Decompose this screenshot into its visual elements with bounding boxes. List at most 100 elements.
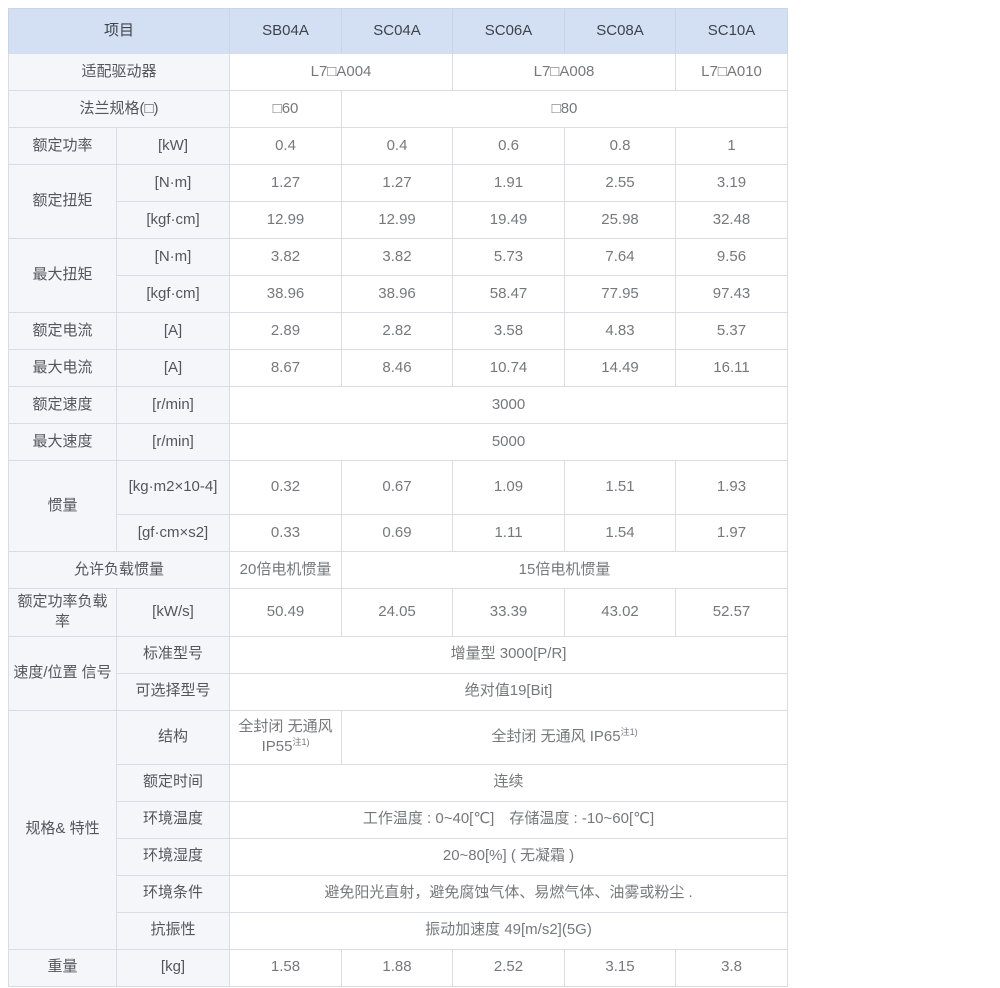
cell-rated-power: 0.4 bbox=[229, 127, 343, 165]
row-label-ambient-humidity: 环境湿度 bbox=[115, 837, 231, 876]
row-label-rated-power-load-rate: 额定功率负载率 bbox=[8, 588, 117, 637]
cell-rated-power-load-rate: 24.05 bbox=[341, 588, 454, 637]
row-unit-inertia-gfcm: [gf·cm×s2] bbox=[115, 514, 231, 552]
cell-max-torque-nm: 5.73 bbox=[452, 238, 566, 276]
row-label-inertia: 惯量 bbox=[8, 460, 117, 552]
row-ambient-conditions: 环境条件 避免阳光直射，避免腐蚀气体、易燃气体、油雾或粉尘 . bbox=[9, 874, 789, 913]
row-unit-rated-torque-kgfcm: [kgf·cm] bbox=[115, 201, 231, 239]
row-ambient-temp: 环境温度 工作温度 : 0~40[℃] 存储温度 : -10~60[℃] bbox=[9, 800, 789, 839]
row-rated-time: 额定时间 连续 bbox=[9, 763, 789, 802]
cell-rated-current: 3.58 bbox=[452, 312, 566, 350]
row-signal-standard: 速度/位置 信号 标准型号 增量型 3000[P/R] bbox=[8, 635, 789, 711]
cell-inertia-kgm2: 0.67 bbox=[341, 460, 454, 515]
cell-flange-80: □80 bbox=[341, 90, 789, 128]
row-max-current: 最大电流 [A] 8.67 8.46 10.74 14.49 16.11 bbox=[8, 349, 789, 387]
row-label-ambient-conditions: 环境条件 bbox=[115, 874, 231, 913]
row-ambient-humidity: 环境湿度 20~80[%] ( 无凝霜 ) bbox=[9, 837, 789, 876]
cell-max-torque-nm: 7.64 bbox=[564, 238, 677, 276]
cell-ambient-conditions: 避免阳光直射，避免腐蚀气体、易燃气体、油雾或粉尘 . bbox=[229, 874, 789, 913]
row-rated-current: 额定电流 [A] 2.89 2.82 3.58 4.83 5.37 bbox=[8, 312, 789, 350]
row-unit-rated-power: [kW] bbox=[115, 127, 231, 165]
col-header-model-sc06a: SC06A bbox=[452, 8, 566, 54]
cell-rated-torque-kgfcm: 32.48 bbox=[675, 201, 789, 239]
cell-vibration-resistance: 振动加速度 49[m/s2](5G) bbox=[229, 911, 789, 950]
cell-max-torque-nm: 3.82 bbox=[341, 238, 454, 276]
cell-rated-power-load-rate: 50.49 bbox=[229, 588, 343, 637]
row-unit-max-current: [A] bbox=[115, 349, 231, 387]
row-label-max-torque: 最大扭矩 bbox=[8, 238, 117, 313]
structure-ip55-footnote: 注1) bbox=[292, 737, 310, 747]
row-flange: 法兰规格(□) □60 □80 bbox=[7, 90, 789, 128]
cell-rated-torque-nm: 3.19 bbox=[675, 164, 789, 202]
row-unit-rated-current: [A] bbox=[115, 312, 231, 350]
cell-max-current: 10.74 bbox=[452, 349, 566, 387]
col-header-model-sc04a: SC04A bbox=[341, 8, 454, 54]
cell-ambient-temp: 工作温度 : 0~40[℃] 存储温度 : -10~60[℃] bbox=[229, 800, 789, 839]
row-label-ambient-temp: 环境温度 bbox=[115, 800, 231, 839]
row-max-speed: 最大速度 [r/min] 5000 bbox=[8, 423, 789, 461]
row-label-rated-time: 额定时间 bbox=[115, 763, 231, 802]
row-allowable-load-inertia: 允许负载惯量 20倍电机惯量 15倍电机惯量 bbox=[7, 551, 789, 589]
cell-max-torque-kgfcm: 38.96 bbox=[341, 275, 454, 313]
cell-weight: 1.58 bbox=[229, 948, 343, 987]
row-label-weight: 重量 bbox=[8, 948, 117, 987]
cell-rated-power-load-rate: 33.39 bbox=[452, 588, 566, 637]
row-label-rated-torque: 额定扭矩 bbox=[8, 164, 117, 239]
row-unit-max-torque-kgfcm: [kgf·cm] bbox=[115, 275, 231, 313]
cell-rated-torque-kgfcm: 25.98 bbox=[564, 201, 677, 239]
row-signal-optional: 可选择型号 绝对值19[Bit] bbox=[9, 672, 789, 711]
cell-max-current: 8.67 bbox=[229, 349, 343, 387]
cell-max-current: 8.46 bbox=[341, 349, 454, 387]
cell-inertia-kgm2: 1.93 bbox=[675, 460, 789, 515]
cell-flange-60: □60 bbox=[229, 90, 343, 128]
row-rated-torque-nm: 额定扭矩 [N·m] 1.27 1.27 1.91 2.55 3.19 bbox=[8, 164, 789, 239]
row-label-flange: 法兰规格(□) bbox=[7, 90, 231, 128]
structure-ip55-text: 全封闭 无通风 IP55 bbox=[238, 717, 333, 755]
row-unit-rated-speed: [r/min] bbox=[115, 386, 231, 424]
col-header-item: 项目 bbox=[7, 8, 231, 54]
row-unit-rated-power-load-rate: [kW/s] bbox=[115, 588, 231, 637]
cell-rated-torque-nm: 1.91 bbox=[452, 164, 566, 202]
row-max-torque-kgfcm: [kgf·cm] 38.96 38.96 58.47 77.95 97.43 bbox=[9, 275, 789, 313]
row-label-max-speed: 最大速度 bbox=[8, 423, 117, 461]
row-label-driver: 适配驱动器 bbox=[7, 53, 231, 91]
row-unit-weight: [kg] bbox=[115, 948, 231, 987]
cell-rated-current: 2.89 bbox=[229, 312, 343, 350]
row-label-rated-power: 额定功率 bbox=[8, 127, 117, 165]
cell-rated-torque-nm: 1.27 bbox=[341, 164, 454, 202]
row-structure: 规格& 特性 结构 全封闭 无通风 IP55注1) 全封闭 无通风 IP65注1… bbox=[8, 709, 789, 950]
row-rated-power: 额定功率 [kW] 0.4 0.4 0.6 0.8 1 bbox=[8, 127, 789, 165]
cell-rated-power-load-rate: 43.02 bbox=[564, 588, 677, 637]
row-label-rated-current: 额定电流 bbox=[8, 312, 117, 350]
cell-rated-torque-nm: 2.55 bbox=[564, 164, 677, 202]
cell-standard-model: 增量型 3000[P/R] bbox=[229, 635, 789, 674]
row-rated-power-load-rate: 额定功率负载率 [kW/s] 50.49 24.05 33.39 43.02 5… bbox=[8, 588, 789, 637]
cell-rated-speed: 3000 bbox=[229, 386, 789, 424]
row-inertia-kgm2: 惯量 [kg·m2×10-4] 0.32 0.67 1.09 1.51 1.93 bbox=[8, 460, 789, 552]
cell-structure-ip65: 全封闭 无通风 IP65注1) bbox=[341, 709, 789, 765]
row-vibration-resistance: 抗振性 振动加速度 49[m/s2](5G) bbox=[9, 911, 789, 950]
row-label-allowable-load-inertia: 允许负载惯量 bbox=[7, 551, 231, 589]
cell-max-torque-kgfcm: 77.95 bbox=[564, 275, 677, 313]
row-max-torque-nm: 最大扭矩 [N·m] 3.82 3.82 5.73 7.64 9.56 bbox=[8, 238, 789, 313]
cell-rated-power: 0.6 bbox=[452, 127, 566, 165]
cell-max-torque-kgfcm: 58.47 bbox=[452, 275, 566, 313]
cell-rated-power-load-rate: 52.57 bbox=[675, 588, 789, 637]
col-header-model-sb04a: SB04A bbox=[229, 8, 343, 54]
motor-spec-table: 项目 SB04A SC04A SC06A SC08A SC10A 适配驱动器 L… bbox=[7, 8, 789, 987]
row-weight: 重量 [kg] 1.58 1.88 2.52 3.15 3.8 bbox=[8, 948, 789, 987]
cell-ambient-humidity: 20~80[%] ( 无凝霜 ) bbox=[229, 837, 789, 876]
row-label-rated-speed: 额定速度 bbox=[8, 386, 117, 424]
cell-weight: 1.88 bbox=[341, 948, 454, 987]
row-unit-rated-torque-nm: [N·m] bbox=[115, 164, 231, 202]
cell-max-speed: 5000 bbox=[229, 423, 789, 461]
cell-rated-torque-kgfcm: 12.99 bbox=[229, 201, 343, 239]
cell-inertia-gfcm: 1.97 bbox=[675, 514, 789, 552]
cell-allowable-load-inertia-15x: 15倍电机惯量 bbox=[341, 551, 789, 589]
col-header-model-sc08a: SC08A bbox=[564, 8, 677, 54]
cell-rated-torque-kgfcm: 19.49 bbox=[452, 201, 566, 239]
structure-ip65-footnote: 注1) bbox=[620, 726, 638, 737]
cell-rated-power: 1 bbox=[675, 127, 789, 165]
cell-rated-current: 4.83 bbox=[564, 312, 677, 350]
row-label-speed-position-signal: 速度/位置 信号 bbox=[8, 635, 117, 711]
